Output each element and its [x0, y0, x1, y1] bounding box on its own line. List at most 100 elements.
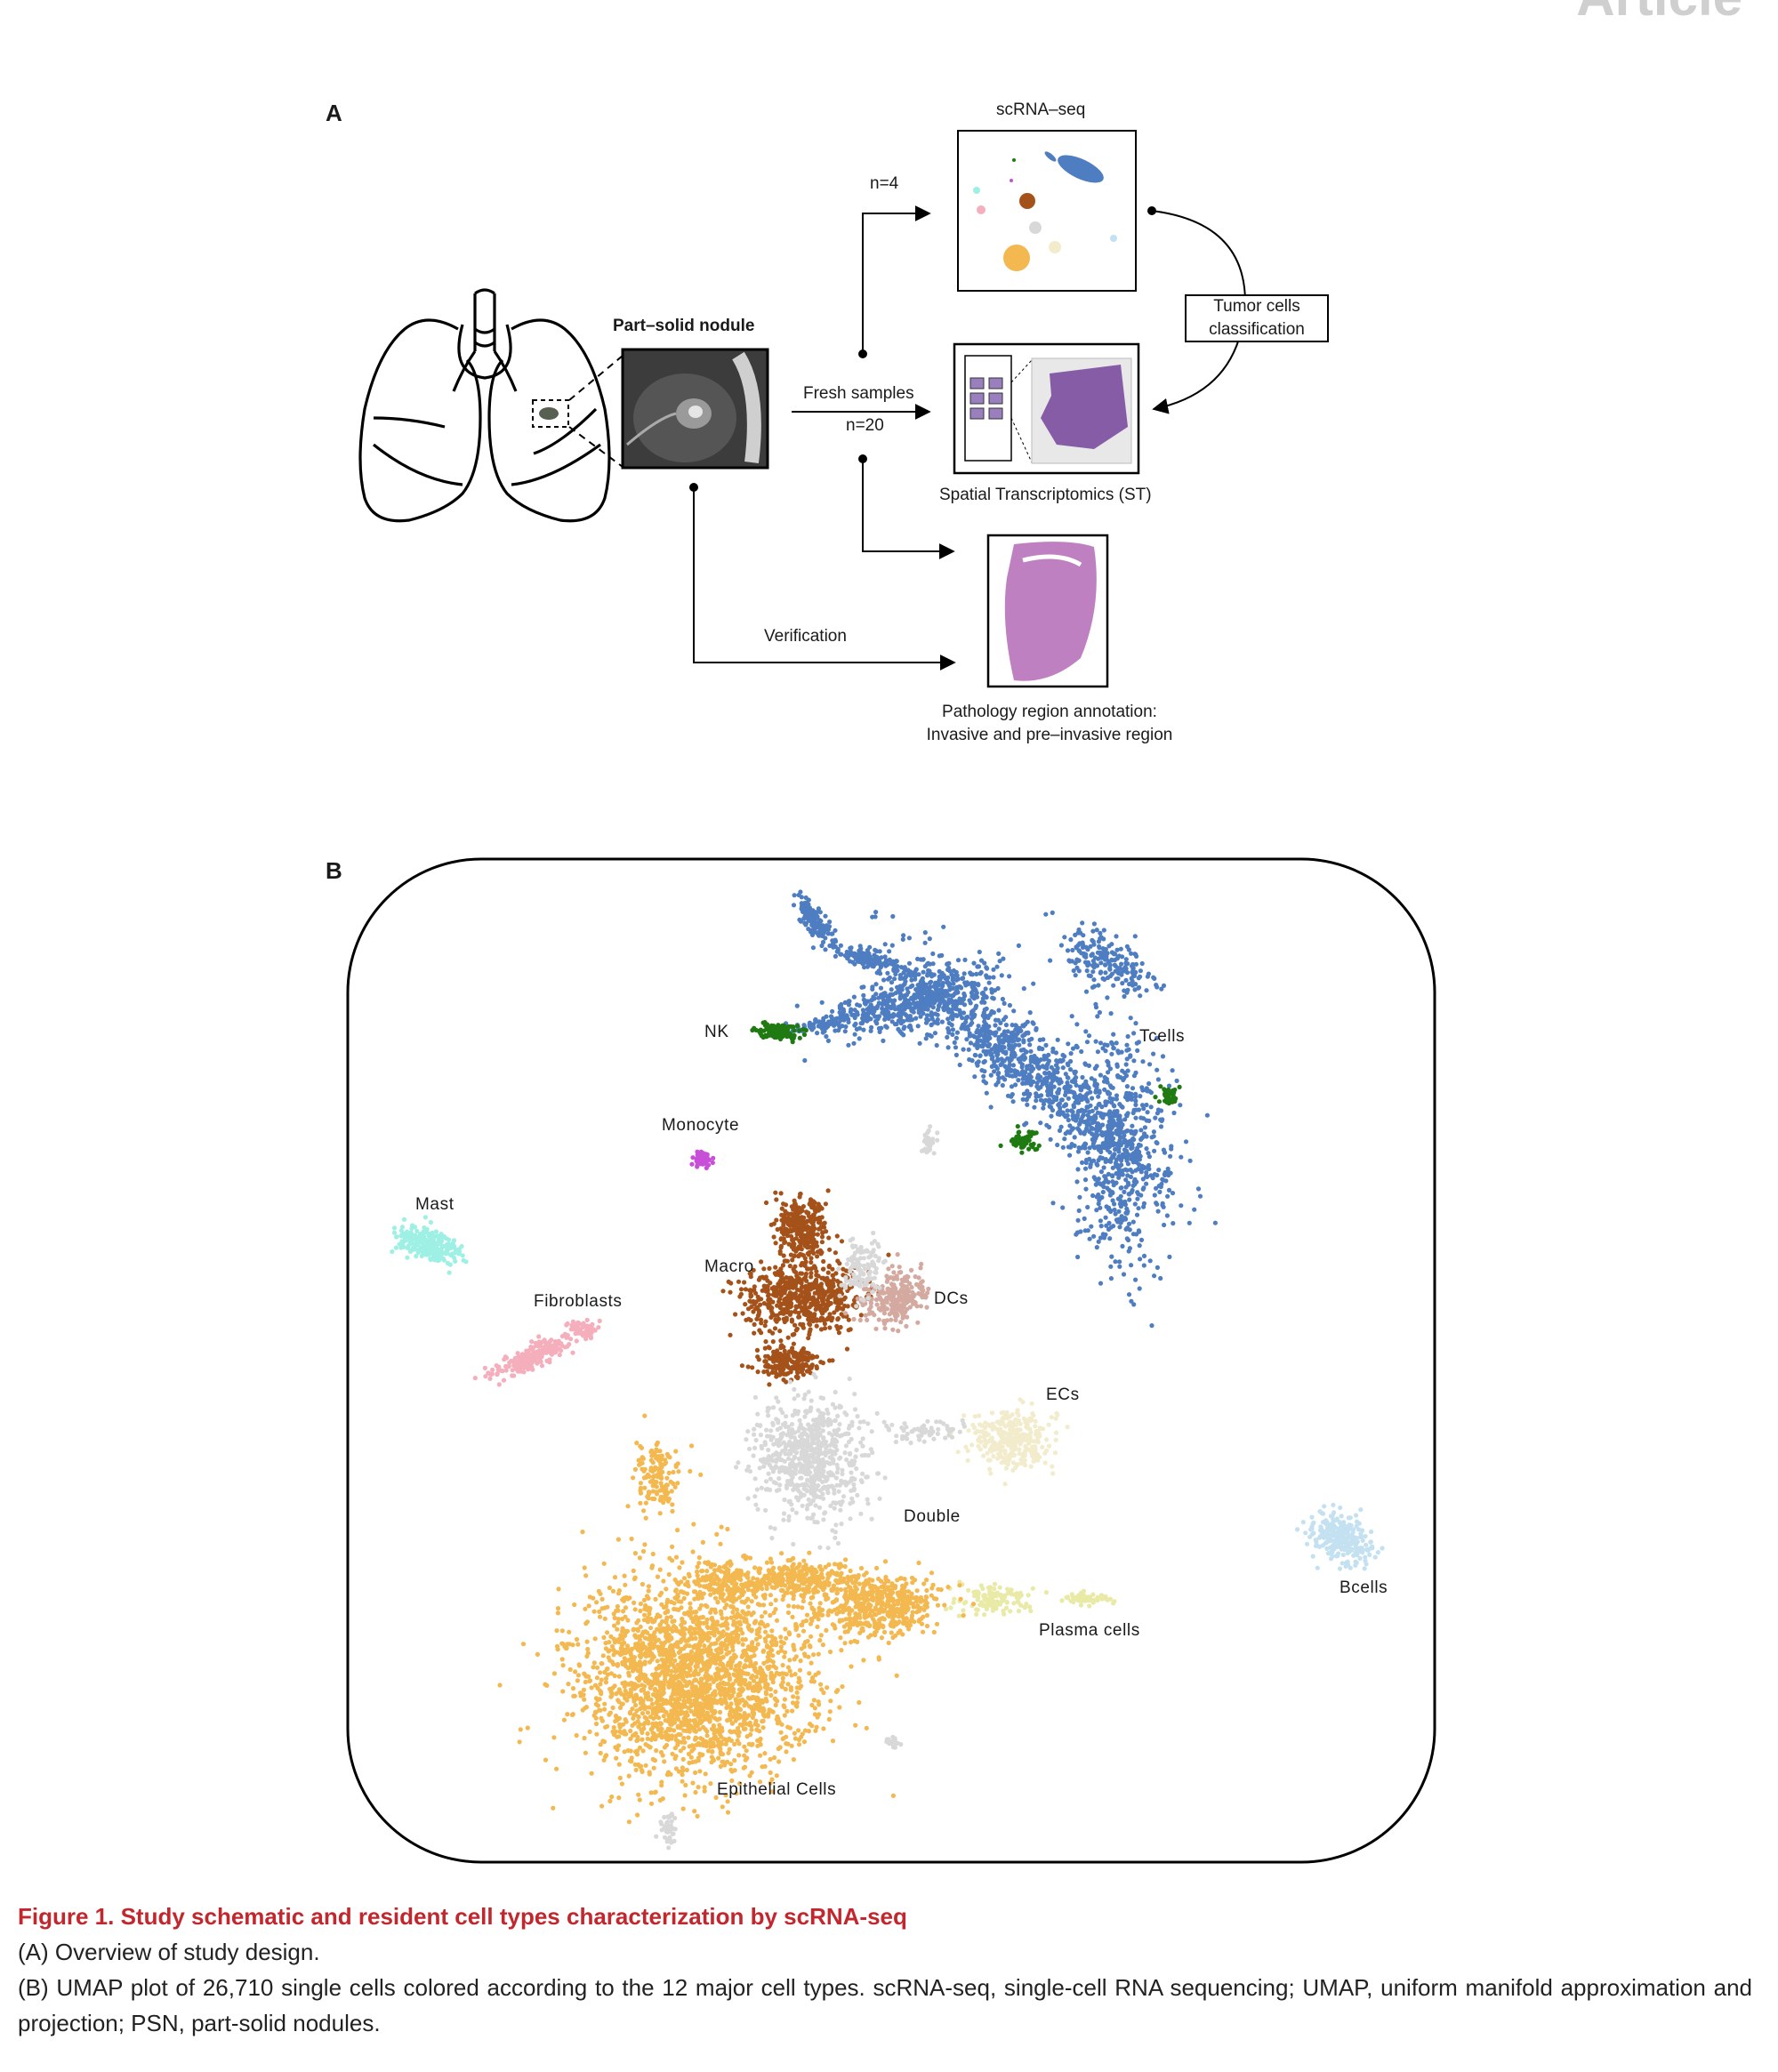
- cell-point: [1095, 1049, 1100, 1055]
- cell-point: [812, 1280, 817, 1285]
- cell-point: [909, 996, 914, 1001]
- cell-point: [770, 1292, 776, 1297]
- cell-point: [1111, 951, 1116, 956]
- cell-point: [835, 1279, 841, 1284]
- cell-point: [961, 1002, 968, 1008]
- cell-point: [1010, 1073, 1016, 1079]
- cell-point: [884, 1279, 890, 1284]
- cell-point: [1000, 996, 1005, 1002]
- cell-point: [408, 1237, 414, 1242]
- cell-point: [833, 1298, 839, 1304]
- cell-point: [1140, 1177, 1146, 1182]
- cell-point: [924, 1305, 929, 1310]
- cell-point: [858, 1021, 864, 1026]
- cell-point: [860, 1302, 865, 1308]
- cell-point: [945, 1025, 951, 1032]
- cell-point: [851, 1040, 857, 1046]
- cell-point: [1172, 1087, 1178, 1093]
- cell-point: [1106, 1187, 1112, 1193]
- cell-point: [1098, 1040, 1104, 1046]
- cell-point: [1129, 1263, 1134, 1268]
- cell-point: [989, 988, 994, 993]
- cell-point: [1028, 1057, 1034, 1063]
- pathology-line: Pathology region annotation:: [942, 703, 1157, 721]
- cell-point: [1172, 1098, 1178, 1104]
- cell-point: [933, 1011, 938, 1016]
- cell-point: [1156, 1099, 1162, 1104]
- cell-point: [1151, 1129, 1156, 1135]
- cell-point: [822, 1277, 827, 1282]
- cell-point: [742, 1280, 747, 1285]
- cell-point: [1103, 962, 1108, 968]
- cell-point: [983, 986, 988, 992]
- cell-point: [977, 971, 983, 976]
- cell-point: [1126, 1182, 1131, 1187]
- cell-point: [821, 1258, 826, 1265]
- cell-point: [1083, 1029, 1089, 1034]
- cell-point: [940, 983, 945, 988]
- cell-point: [428, 1248, 433, 1253]
- panel-a-letter: A: [326, 100, 342, 126]
- cell-point: [1002, 1045, 1007, 1050]
- cell-point: [1167, 1254, 1172, 1259]
- cell-point: [1074, 1232, 1079, 1237]
- cell-point: [1179, 1154, 1184, 1160]
- cell-point: [770, 1330, 776, 1336]
- cell-point: [1062, 935, 1067, 940]
- cell-point: [1096, 1094, 1101, 1099]
- cell-point: [855, 1002, 860, 1008]
- cell-point: [996, 1075, 1002, 1080]
- cell-point: [531, 1358, 536, 1363]
- cell-point: [1124, 944, 1130, 949]
- cell-point: [955, 976, 961, 982]
- cell-point: [763, 1353, 768, 1359]
- cell-point: [1101, 936, 1106, 942]
- cell-point: [941, 924, 946, 929]
- cell-point: [1120, 954, 1125, 960]
- cell-point: [521, 1365, 527, 1370]
- n4-label: n=4: [870, 174, 899, 193]
- cell-point: [1028, 1131, 1034, 1136]
- cell-point: [1103, 1215, 1108, 1220]
- cell-point: [1114, 1064, 1120, 1069]
- cell-point: [1007, 974, 1012, 979]
- cell-point: [876, 1025, 882, 1032]
- cell-point: [1042, 1064, 1047, 1070]
- cell-point: [788, 1369, 793, 1375]
- cell-point: [1088, 944, 1093, 949]
- cell-point: [1144, 1169, 1149, 1176]
- cell-point: [529, 1339, 535, 1345]
- cell-point: [792, 1253, 797, 1258]
- cell-point: [1046, 1124, 1052, 1130]
- cell-point: [1081, 1108, 1087, 1113]
- cell-point: [405, 1255, 410, 1260]
- cell-point: [1133, 1160, 1138, 1165]
- cell-point: [857, 944, 863, 949]
- cell-point: [1093, 1133, 1098, 1138]
- cell-point: [934, 994, 939, 1000]
- cell-point: [824, 923, 830, 928]
- cell-point: [919, 1000, 924, 1006]
- cell-point: [975, 964, 980, 969]
- cell-point: [880, 1006, 885, 1011]
- cell-point: [438, 1252, 444, 1258]
- cell-point: [820, 1266, 826, 1272]
- cell-point: [820, 939, 826, 945]
- cell-point: [762, 1323, 768, 1329]
- cell-point: [1002, 1000, 1007, 1006]
- cell-point: [791, 1282, 796, 1288]
- cell-point: [1058, 1058, 1064, 1064]
- cell-point: [1120, 1104, 1125, 1110]
- cell-point: [997, 1044, 1002, 1049]
- cell-point: [902, 1007, 907, 1012]
- cell-point: [1075, 1149, 1082, 1154]
- cell-point: [996, 1034, 1002, 1040]
- cell-point: [970, 1008, 976, 1013]
- cell-point: [823, 913, 828, 919]
- cell-point: [490, 1367, 495, 1372]
- cell-point: [809, 1266, 814, 1272]
- cell-point: [728, 1289, 733, 1295]
- cell-point: [890, 913, 896, 920]
- cell-point: [895, 1252, 900, 1257]
- cell-point: [1113, 1259, 1118, 1265]
